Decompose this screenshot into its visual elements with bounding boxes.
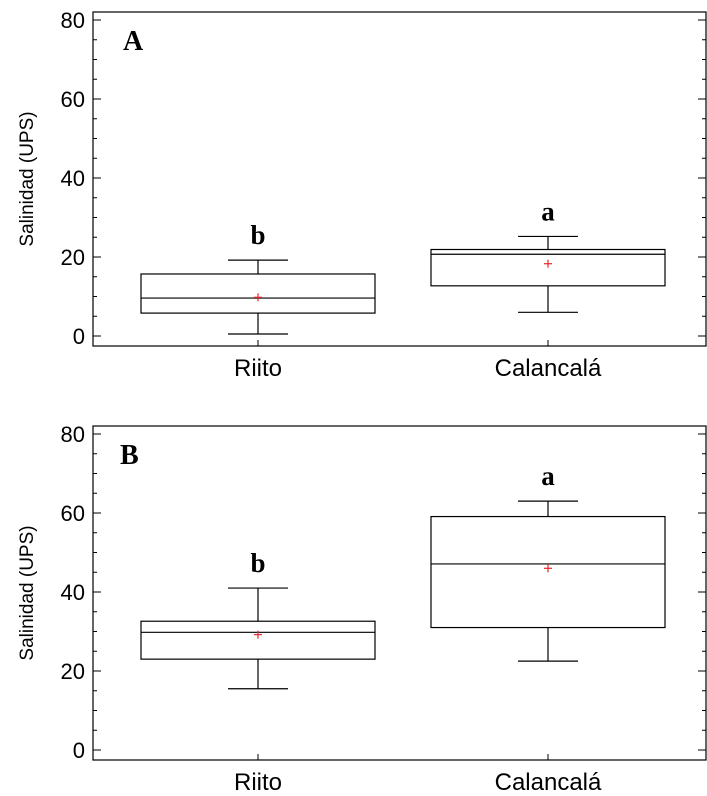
plot-frame xyxy=(92,425,707,761)
y-axis-label: Salinidad (UPS) xyxy=(17,111,38,246)
x-tick-label: Calancalá xyxy=(495,355,602,382)
x-tick-label: Calancalá xyxy=(495,769,602,796)
box-Riito: b xyxy=(140,220,376,335)
panel-B: 0 20 40 60 80 Salinidad (UPS) Riito Calancalá Bb… xyxy=(17,422,707,796)
panel-label: A xyxy=(123,26,144,57)
y-tick-label: 0 xyxy=(73,324,85,349)
y-tick-label: 80 xyxy=(61,422,85,447)
y-tick-label: 20 xyxy=(61,659,85,684)
iqr-box xyxy=(140,620,376,660)
y-tick-label: 80 xyxy=(61,8,85,33)
y-axis-label: Salinidad (UPS) xyxy=(17,525,38,660)
panel-A: 0 20 40 60 80 Salinidad (UPS) Riito Calancalá Ab… xyxy=(17,8,707,382)
y-tick-label: 60 xyxy=(61,87,85,112)
panel-label: B xyxy=(120,440,139,471)
plot-frame xyxy=(92,11,707,347)
group-letter: b xyxy=(250,220,265,250)
x-tick-label: Riito xyxy=(234,769,282,796)
group-letter: a xyxy=(541,461,555,491)
y-tick-label: 40 xyxy=(61,166,85,191)
group-letter: a xyxy=(541,196,555,226)
y-tick-label: 60 xyxy=(61,501,85,526)
group-letter: b xyxy=(250,548,265,578)
y-tick-label: 20 xyxy=(61,245,85,270)
x-tick-label: Riito xyxy=(234,355,282,382)
box-Calancalá: a xyxy=(430,461,666,662)
box-Calancalá: a xyxy=(430,196,666,313)
y-tick-label: 0 xyxy=(73,738,85,763)
y-tick-label: 40 xyxy=(61,580,85,605)
box-Riito: b xyxy=(140,548,376,690)
